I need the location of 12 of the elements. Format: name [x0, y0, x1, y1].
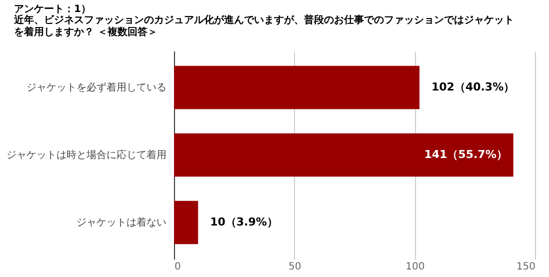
y-tick-label: ジャケットは着ない: [76, 216, 166, 229]
x-tick-label: 50: [288, 262, 302, 272]
x-tick-label: 100: [406, 262, 425, 272]
text: アンケート：1）: [14, 4, 91, 15]
x-tick-label: 150: [516, 262, 536, 272]
data-label: 141（55.7%）: [424, 148, 508, 161]
chart-subtitle: 近年、ビジネスファッションのカジュアル化が進んでいますが、普段のお仕事でのファッションではジャケットを着用しますか？ ＜複数回答＞: [13, 14, 514, 38]
data-label: 10（3.9%）: [210, 216, 278, 229]
y-tick-label: ジャケットを必ず着用している: [26, 81, 166, 94]
data-label: 102（40.3%）: [431, 80, 515, 94]
y-tick-label: ジャケットは時と場合に応じて着用: [6, 149, 166, 161]
x-tick-label: 0: [174, 262, 181, 272]
